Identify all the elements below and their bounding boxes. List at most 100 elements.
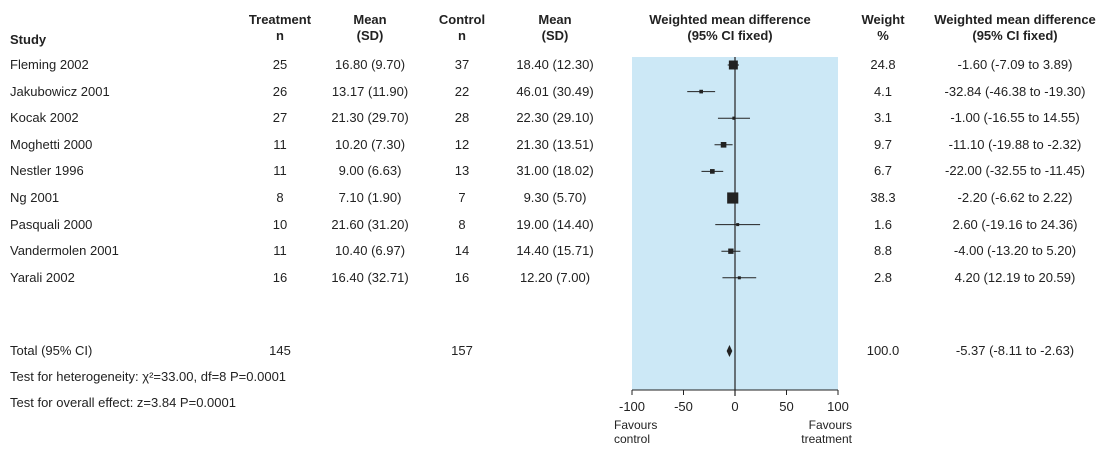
control-mean: 12.20 (7.00) [519,269,591,285]
point-estimate [728,248,734,254]
study-name: Fleming 2002 [10,57,89,72]
header-control-n-line1: Control [438,12,486,27]
treatment-mean: 21.60 (31.20) [331,216,409,232]
header-wmd-plot: Weighted mean difference (95% CI fixed) [620,12,840,44]
header-weight-line1: Weight [861,12,905,27]
total-wmd: -5.37 (-8.11 to -2.63) [955,343,1075,358]
weight: 3.1 [873,110,893,126]
weight: 2.8 [873,269,893,285]
wmd-value: 2.60 (-19.16 to 24.36) [952,216,1078,232]
treatment-n: 11 [273,243,287,259]
point-estimate [720,141,727,148]
weight: 9.7 [873,136,893,152]
control-mean: 19.00 (14.40) [516,216,594,232]
point-estimate [727,192,739,204]
study-name: Yarali 2002 [10,269,75,285]
x-tick-label: 100 [827,399,849,414]
weight: 4.1 [873,83,893,99]
x-tick-label: 50 [779,399,793,414]
control-mean: 21.30 (13.51) [516,136,594,152]
study-name: Nestler 1996 [10,163,84,179]
header-treatment-n: Treatment n [240,12,320,44]
control-n: 28 [454,110,470,126]
header-treatment-n-line1: Treatment [248,12,312,27]
header-weight-line2: % [877,28,889,43]
header-treatment-mean-line1: Mean [353,12,387,27]
treatment-n: 10 [272,216,288,232]
wmd-value: -4.00 (-13.20 to 5.20) [953,243,1077,259]
header-wmd-plot-line2: (95% CI fixed) [687,28,773,43]
treatment-mean: 7.10 (1.90) [338,190,402,205]
control-n: 13 [454,163,470,179]
wmd-value: -1.00 (-16.55 to 14.55) [950,110,1080,126]
point-estimate [710,169,715,174]
wmd-value: -2.20 (-6.62 to 2.22) [957,190,1073,205]
study-name: Pasquali 2000 [10,216,93,232]
favours-control-label: control [614,432,650,446]
header-treatment-mean: Mean (SD) [330,12,410,44]
header-control-mean-line2: (SD) [541,28,569,43]
favours-treatment-label: treatment [801,432,852,446]
control-n: 12 [454,136,470,152]
heterogeneity-test: Test for heterogeneity: χ²=33.00, df=8 P… [10,369,287,384]
point-estimate [699,89,703,94]
study-name: Kocak 2002 [10,110,79,126]
wmd-value: 4.20 (12.19 to 20.59) [954,269,1076,285]
x-tick-label: 0 [731,399,738,414]
header-wmd-text-line1: Weighted mean difference [934,12,1096,27]
treatment-mean: 10.20 (7.30) [334,136,406,152]
header-control-mean: Mean (SD) [515,12,595,44]
control-mean: 14.40 (15.71) [516,243,594,259]
plot-background [632,57,838,390]
header-control-n-line2: n [458,28,466,43]
study-name: Vandermolen 2001 [10,243,119,259]
header-wmd-plot-line1: Weighted mean difference [649,12,811,27]
control-n: 7 [458,190,466,205]
favours-treatment-label: Favours [809,418,852,432]
weight: 8.8 [873,243,893,259]
treatment-mean: 21.30 (29.70) [331,110,409,126]
weight: 6.7 [873,163,893,179]
control-n: 16 [454,269,470,285]
treatment-n: 26 [272,83,288,99]
header-treatment-mean-line2: (SD) [356,28,384,43]
treatment-n: 11 [273,136,287,152]
point-estimate [732,116,736,120]
treatment-mean: 10.40 (6.97) [334,243,406,259]
header-weight: Weight % [853,12,913,44]
control-mean: 9.30 (5.70) [523,190,587,205]
treatment-mean: 13.17 (11.90) [331,83,409,99]
point-estimate [737,276,741,280]
wmd-value: -22.00 (-32.55 to -11.45) [945,163,1085,179]
point-estimate [736,223,740,227]
overall-effect-test: Test for overall effect: z=3.84 P=0.0001 [10,395,236,410]
study-name: Ng 2001 [10,190,60,205]
study-name: Moghetti 2000 [10,136,93,152]
pooled-diamond [726,345,733,357]
total-weight: 100.0 [866,343,900,358]
favours-control-label: Favours [614,418,657,432]
treatment-n: 8 [276,190,284,205]
weight: 24.8 [870,57,896,72]
wmd-value: -11.10 (-19.88 to -2.32) [948,136,1082,152]
study-name: Jakubowicz 2001 [10,83,110,99]
x-tick-label: -100 [619,399,645,414]
header-wmd-text: Weighted mean difference (95% CI fixed) [920,12,1110,44]
header-control-n: Control n [432,12,492,44]
treatment-mean: 16.80 (9.70) [334,57,406,72]
total-label: Total (95% CI) [10,343,93,358]
treatment-n: 16 [272,269,288,285]
wmd-value: -32.84 (-46.38 to -19.30) [944,83,1086,99]
point-estimate [728,60,738,70]
control-n: 14 [454,243,470,259]
treatment-mean: 16.40 (32.71) [331,269,409,285]
control-mean: 31.00 (18.02) [516,163,594,179]
total-control-n: 157 [451,343,473,358]
control-n: 8 [458,216,466,232]
header-treatment-n-line2: n [276,28,284,43]
treatment-mean: 9.00 (6.63) [338,163,402,179]
x-tick-label: -50 [674,399,693,414]
weight: 1.6 [873,216,893,232]
control-n: 22 [454,83,470,99]
total-treatment-n: 145 [269,343,291,358]
